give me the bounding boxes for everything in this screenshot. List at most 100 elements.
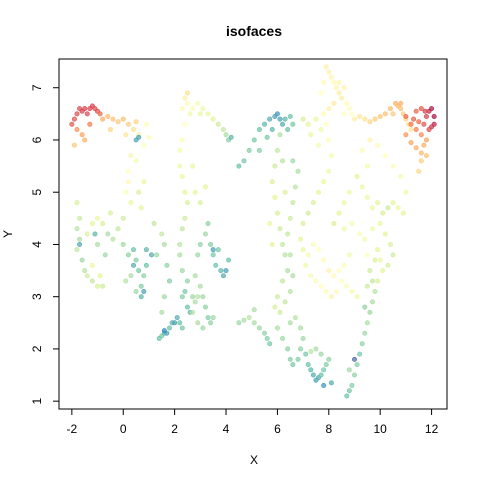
data-point-297 <box>316 142 322 148</box>
data-point-359 <box>369 205 375 211</box>
data-point-143 <box>213 262 219 268</box>
data-point-208 <box>269 241 275 247</box>
data-point-302 <box>334 85 340 91</box>
data-point-120 <box>210 116 216 122</box>
data-point-249 <box>369 278 375 284</box>
plot-frame <box>58 58 448 410</box>
data-point-178 <box>269 127 275 133</box>
data-point-260 <box>336 268 342 274</box>
data-point-109 <box>177 147 183 153</box>
data-point-329 <box>398 100 404 106</box>
data-point-187 <box>277 226 283 232</box>
data-point-91 <box>174 315 180 321</box>
data-point-76 <box>123 278 129 284</box>
data-point-100 <box>179 268 185 274</box>
data-point-137 <box>192 273 198 279</box>
data-point-44 <box>74 247 80 253</box>
data-point-38 <box>143 121 149 127</box>
data-point-279 <box>298 236 304 242</box>
data-point-97 <box>184 304 190 310</box>
data-point-62 <box>95 241 101 247</box>
data-point-154 <box>236 320 242 326</box>
data-point-72 <box>143 262 149 268</box>
x-tick-label-1: 0 <box>120 422 127 436</box>
data-point-274 <box>339 278 345 284</box>
data-point-5 <box>82 106 88 112</box>
data-point-381 <box>362 236 368 242</box>
x-tick-label-2: 2 <box>171 422 178 436</box>
data-point-259 <box>341 262 347 268</box>
data-point-330 <box>403 132 409 138</box>
data-point-29 <box>128 153 134 159</box>
data-point-42 <box>74 226 80 232</box>
data-point-256 <box>364 283 370 289</box>
data-point-110 <box>179 137 185 143</box>
data-point-245 <box>364 320 370 326</box>
x-axis-label: X <box>250 453 258 467</box>
data-point-164 <box>241 158 247 164</box>
data-point-332 <box>413 145 419 151</box>
data-point-69 <box>133 257 139 263</box>
data-point-191 <box>280 278 286 284</box>
data-point-63 <box>102 252 108 258</box>
data-point-117 <box>195 100 201 106</box>
data-point-353 <box>423 153 429 159</box>
data-point-203 <box>295 168 301 174</box>
data-point-261 <box>331 273 337 279</box>
data-point-166 <box>251 137 257 143</box>
data-point-160 <box>264 335 270 341</box>
data-point-285 <box>326 168 332 174</box>
data-point-125 <box>228 134 234 140</box>
data-point-53 <box>84 231 90 237</box>
data-point-139 <box>197 241 203 247</box>
data-point-383 <box>377 221 383 227</box>
data-point-354 <box>418 158 424 164</box>
data-point-296 <box>308 132 314 138</box>
data-point-282 <box>310 200 316 206</box>
data-point-389 <box>192 189 198 195</box>
data-point-283 <box>316 189 322 195</box>
data-point-323 <box>398 106 404 112</box>
data-point-173 <box>280 121 286 127</box>
data-point-226 <box>318 372 324 378</box>
data-point-168 <box>262 121 268 127</box>
data-point-358 <box>364 194 370 200</box>
data-point-174 <box>282 116 288 122</box>
data-point-18 <box>105 113 111 119</box>
data-point-93 <box>179 325 185 331</box>
data-point-79 <box>138 294 144 300</box>
data-point-355 <box>416 168 422 174</box>
data-point-315 <box>362 116 368 122</box>
data-point-265 <box>310 241 316 247</box>
data-point-67 <box>125 252 131 258</box>
data-point-351 <box>418 106 424 112</box>
data-point-183 <box>272 163 278 169</box>
data-point-123 <box>223 132 229 138</box>
data-point-349 <box>426 127 432 133</box>
data-point-365 <box>400 210 406 216</box>
data-point-15 <box>71 142 77 148</box>
data-point-57 <box>105 231 111 237</box>
data-point-172 <box>277 116 283 122</box>
data-point-241 <box>351 356 357 362</box>
data-point-147 <box>226 257 232 263</box>
data-point-83 <box>136 134 142 140</box>
data-point-400 <box>151 221 157 227</box>
data-point-50 <box>100 283 106 289</box>
data-point-238 <box>351 372 357 378</box>
data-point-195 <box>282 299 288 305</box>
data-point-333 <box>418 150 424 156</box>
data-point-394 <box>161 241 167 247</box>
data-point-247 <box>369 299 375 305</box>
data-point-188 <box>280 241 286 247</box>
data-point-107 <box>179 174 185 180</box>
data-point-46 <box>82 268 88 274</box>
data-point-310 <box>318 90 324 96</box>
data-point-184 <box>269 179 275 185</box>
data-point-382 <box>369 226 375 232</box>
data-point-337 <box>413 127 419 133</box>
data-point-239 <box>354 362 360 368</box>
data-point-0 <box>69 121 75 127</box>
data-point-189 <box>282 252 288 258</box>
